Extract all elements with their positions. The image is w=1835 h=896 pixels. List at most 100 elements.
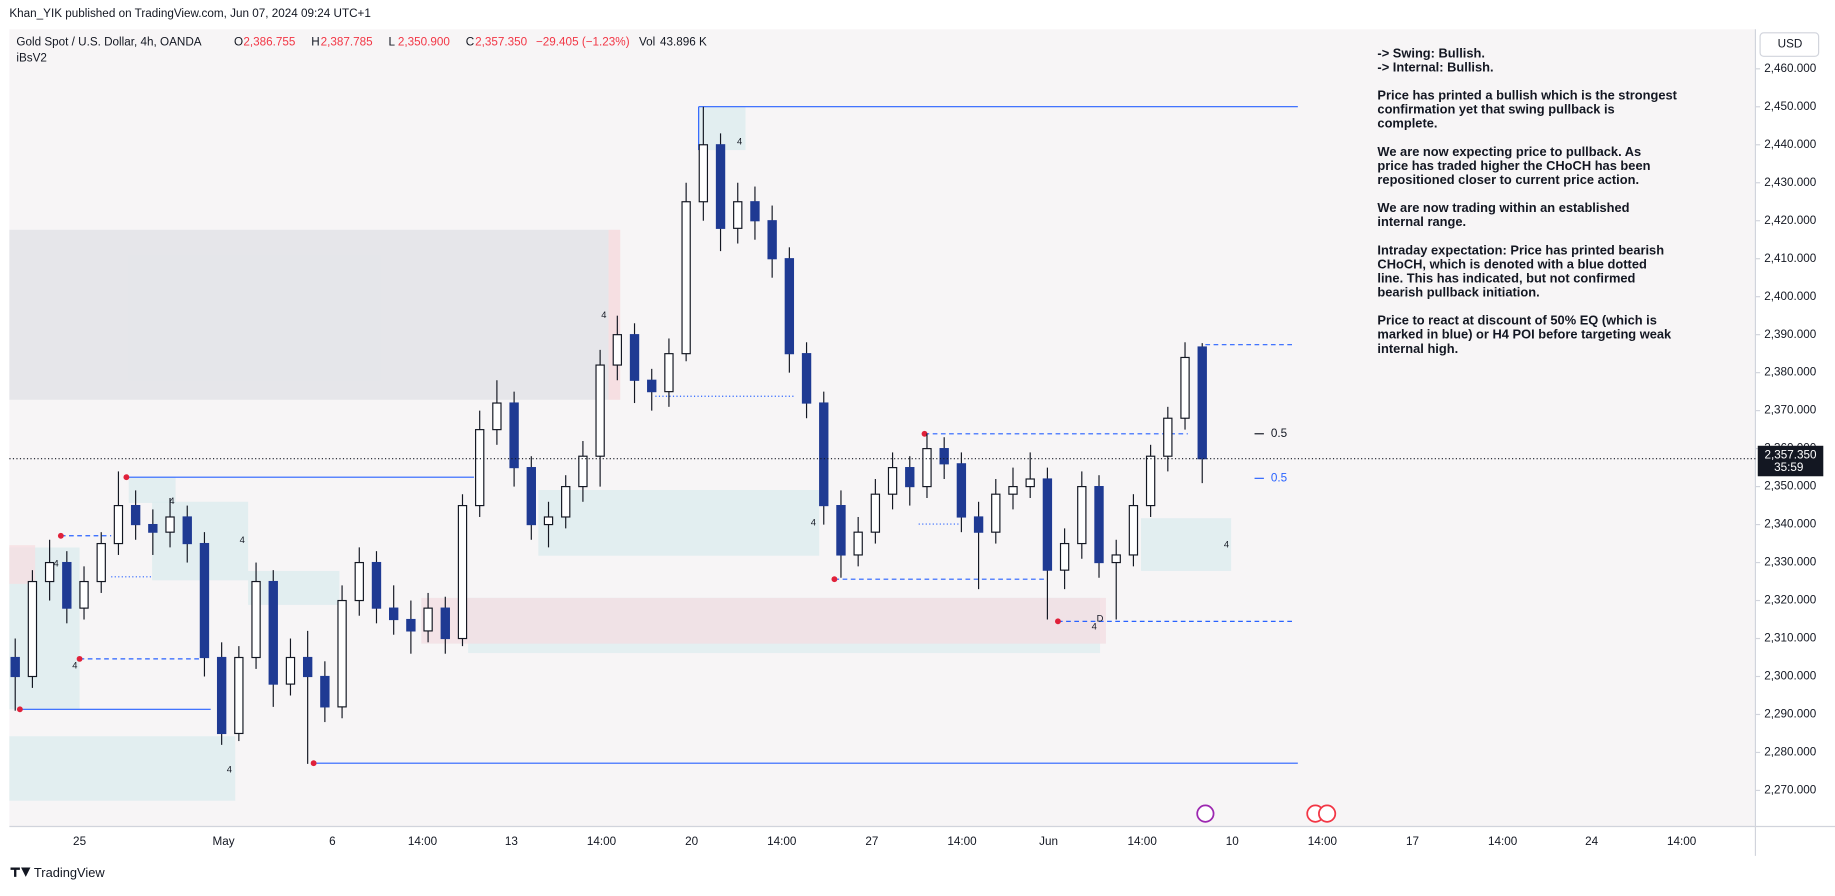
candle-body [62, 561, 72, 609]
candle-body [492, 402, 502, 431]
candle-body [113, 504, 124, 545]
eq-label: 0.5 [1271, 471, 1288, 484]
candle-body [647, 379, 657, 393]
note-line: repositioned closer to current price act… [1377, 172, 1639, 187]
candle-body [956, 463, 967, 518]
logo [10, 867, 31, 877]
plot-area [9, 29, 1756, 827]
publisher: Khan_YIK published on TradingView.com, J… [9, 7, 371, 20]
candle-body [199, 542, 210, 659]
candle-body [905, 467, 915, 488]
candle-body [1145, 455, 1156, 507]
x-tick-label: 6 [329, 835, 336, 848]
candle-body [79, 580, 89, 609]
y-tick-label: 2,420.000 [1764, 214, 1817, 227]
symbol: Gold Spot / U.S. Dollar, 4h, OANDA [16, 35, 201, 48]
zone-label: 4 [227, 765, 232, 775]
candle-body [251, 580, 261, 659]
candle-body [612, 334, 623, 366]
candle-body [526, 467, 536, 526]
candle-body [1128, 504, 1139, 556]
zone [608, 229, 621, 400]
event-icon[interactable] [1318, 804, 1337, 823]
eq-label: 0.5 [1271, 427, 1288, 440]
currency[interactable]: USD [1778, 38, 1803, 51]
candle-body [44, 561, 55, 583]
currency-button[interactable] [1759, 32, 1820, 57]
swing-point [921, 430, 928, 437]
y-tick-label: 2,460.000 [1764, 62, 1817, 75]
candle-body [10, 656, 20, 678]
candle-body [939, 448, 949, 465]
zone-label: 4 [72, 660, 77, 670]
candle-body [320, 675, 330, 708]
candle-body [1094, 486, 1104, 564]
x-tick-label: 27 [865, 835, 878, 848]
y-tick-label: 2,300.000 [1764, 670, 1817, 683]
x-tick-label: 20 [685, 835, 698, 848]
note-line: bearish pullback initiation. [1377, 284, 1539, 299]
candle-body [371, 561, 382, 609]
note-line: We are now trading within an established [1377, 200, 1629, 215]
note-line: internal high. [1377, 341, 1458, 356]
candle-body [1111, 554, 1121, 564]
x-tick-label: 14:00 [1128, 835, 1158, 848]
ohlc-value: 2,386.755 [243, 35, 296, 48]
x-tick-label: May [212, 835, 234, 848]
candle-body [389, 607, 399, 621]
y-tick-label: 2,270.000 [1764, 784, 1817, 797]
swing-point [76, 655, 83, 662]
y-tick-label: 2,350.000 [1764, 480, 1817, 493]
footer-brand: TradingView [34, 865, 105, 880]
candle-body [561, 486, 571, 518]
y-tick-label: 2,290.000 [1764, 708, 1817, 721]
candle-body [578, 455, 588, 488]
ohlc-value: 2,387.785 [321, 35, 374, 48]
countdown: 35:59 [1774, 461, 1803, 474]
candle-body [664, 353, 674, 393]
zone [9, 545, 36, 584]
zone-label: 4 [54, 558, 59, 568]
candle-body [991, 493, 1001, 533]
note-line: We are now expecting price to pullback. … [1377, 144, 1641, 159]
candle-body [1042, 478, 1053, 571]
candle-body [887, 467, 898, 495]
zone-label: D [1097, 613, 1104, 623]
y-tick-label: 2,320.000 [1764, 594, 1817, 607]
x-tick-label: 24 [1585, 835, 1598, 848]
candle-body [27, 580, 38, 678]
candle-body [268, 580, 278, 685]
flags [1196, 804, 1337, 823]
candle-body [96, 542, 106, 583]
volume-value: 43.896 K [660, 35, 707, 48]
note-line: price has traded higher the CHoCH has be… [1377, 158, 1650, 173]
swing-point [310, 760, 317, 767]
candle-body [870, 493, 881, 533]
swing-point [57, 532, 64, 539]
candle-body [337, 599, 347, 708]
candle-body [165, 516, 175, 533]
last-price-label: 2,357.350 [1765, 448, 1818, 461]
candle-body [475, 429, 485, 507]
y-tick-label: 2,440.000 [1764, 138, 1817, 151]
candle-body [216, 656, 227, 735]
zone [538, 490, 820, 556]
candle-body [922, 448, 932, 488]
candle-body [733, 201, 743, 229]
note-line: complete. [1377, 116, 1437, 131]
zone [1141, 518, 1232, 571]
event-icon[interactable] [1196, 804, 1215, 823]
candle-body [681, 201, 691, 355]
candle-body [973, 516, 984, 533]
last-price-box [1757, 445, 1824, 477]
note-line: Intraday expectation: Price has printed … [1377, 242, 1664, 257]
candle-body [354, 561, 364, 602]
swing-point [16, 706, 23, 713]
candle-body [285, 656, 296, 685]
candle-body [234, 656, 244, 735]
candle-body [543, 516, 554, 526]
candle-body [853, 531, 863, 556]
zone [9, 736, 236, 801]
x-tick-label: 14:00 [1667, 835, 1697, 848]
